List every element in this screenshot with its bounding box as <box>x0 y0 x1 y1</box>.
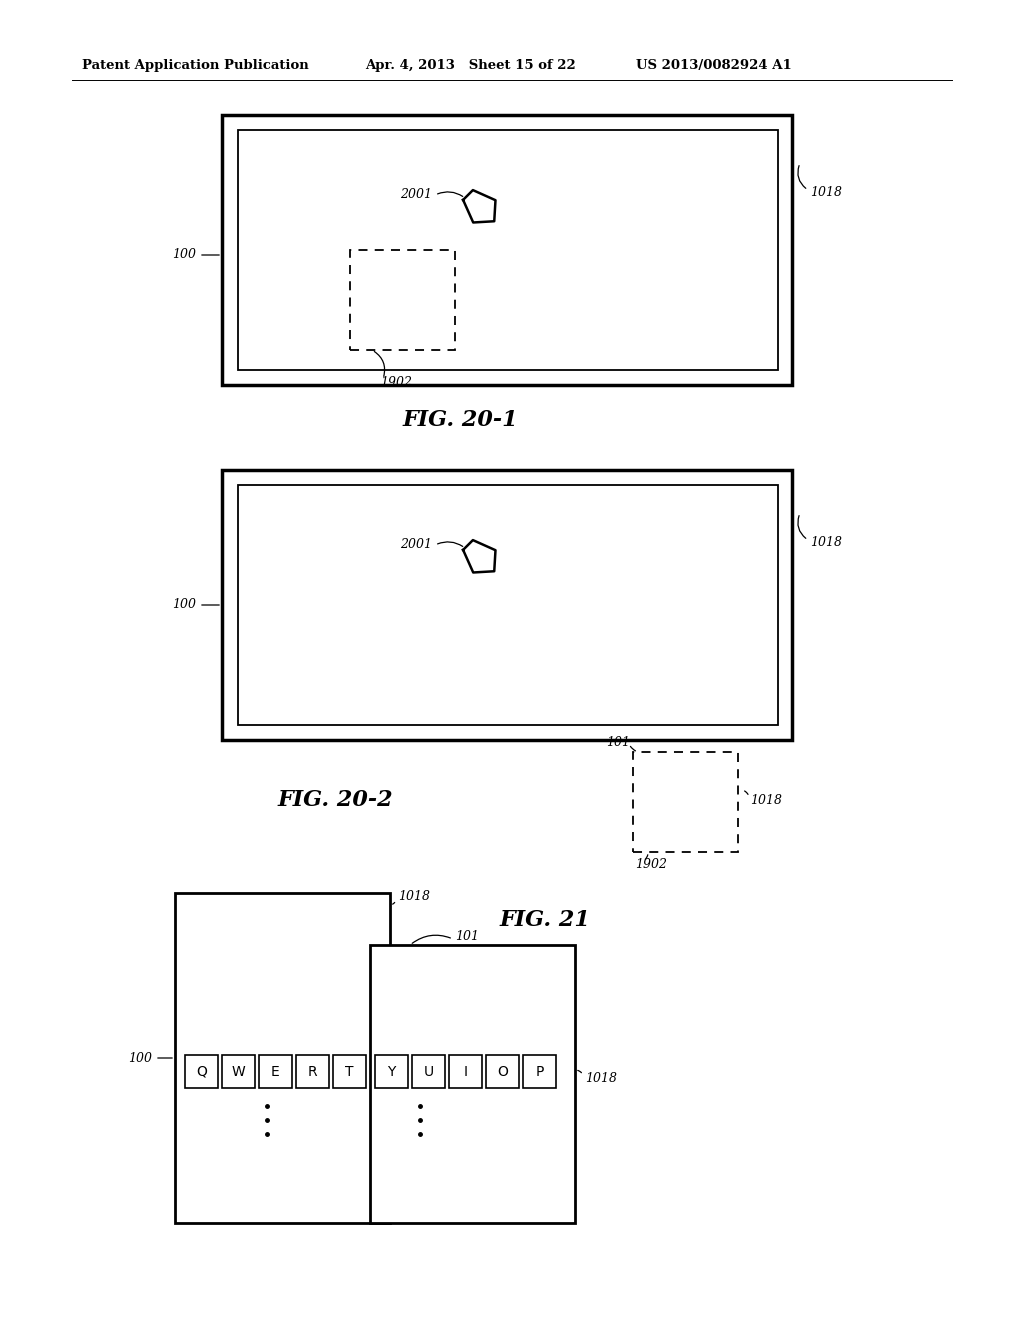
Bar <box>486 1055 519 1088</box>
Text: O: O <box>497 1064 508 1078</box>
Text: W: W <box>231 1064 246 1078</box>
Text: U: U <box>424 1064 433 1078</box>
Bar <box>185 1055 218 1088</box>
Text: Q: Q <box>196 1064 207 1078</box>
Bar <box>523 1055 556 1088</box>
Bar <box>222 470 792 741</box>
Text: Y: Y <box>387 1064 395 1078</box>
Text: 1018: 1018 <box>810 186 842 199</box>
Text: 2001: 2001 <box>400 189 432 202</box>
Text: 1018: 1018 <box>810 536 842 549</box>
Bar <box>296 1055 329 1088</box>
Text: 101: 101 <box>455 929 479 942</box>
Text: T: T <box>345 1064 353 1078</box>
Text: R: R <box>307 1064 317 1078</box>
Text: 100: 100 <box>172 598 196 611</box>
Text: 101: 101 <box>606 735 630 748</box>
Bar <box>333 1055 366 1088</box>
Text: FIG. 20-2: FIG. 20-2 <box>278 789 393 810</box>
Text: 1902: 1902 <box>380 375 412 388</box>
Text: 100: 100 <box>172 248 196 261</box>
Text: Patent Application Publication: Patent Application Publication <box>82 58 309 71</box>
Bar <box>370 945 575 1224</box>
Bar <box>175 894 390 1224</box>
Bar <box>238 484 778 725</box>
Text: P: P <box>536 1064 544 1078</box>
Bar <box>449 1055 482 1088</box>
Text: US 2013/0082924 A1: US 2013/0082924 A1 <box>636 58 792 71</box>
Text: 1018: 1018 <box>398 891 430 903</box>
Text: 1018: 1018 <box>585 1072 617 1085</box>
Text: 1902: 1902 <box>635 858 667 870</box>
Bar <box>222 1055 255 1088</box>
Bar <box>350 249 455 350</box>
Bar <box>259 1055 292 1088</box>
Text: 2001: 2001 <box>400 539 432 552</box>
Text: FIG. 20-1: FIG. 20-1 <box>402 409 518 432</box>
Text: 1018: 1018 <box>750 793 782 807</box>
Text: FIG. 21: FIG. 21 <box>500 909 591 931</box>
Bar <box>238 129 778 370</box>
Text: Apr. 4, 2013   Sheet 15 of 22: Apr. 4, 2013 Sheet 15 of 22 <box>365 58 575 71</box>
Text: I: I <box>464 1064 468 1078</box>
Bar <box>633 752 738 851</box>
Bar <box>412 1055 445 1088</box>
Text: 100: 100 <box>128 1052 152 1064</box>
Bar <box>375 1055 408 1088</box>
Text: E: E <box>271 1064 280 1078</box>
Bar <box>222 115 792 385</box>
